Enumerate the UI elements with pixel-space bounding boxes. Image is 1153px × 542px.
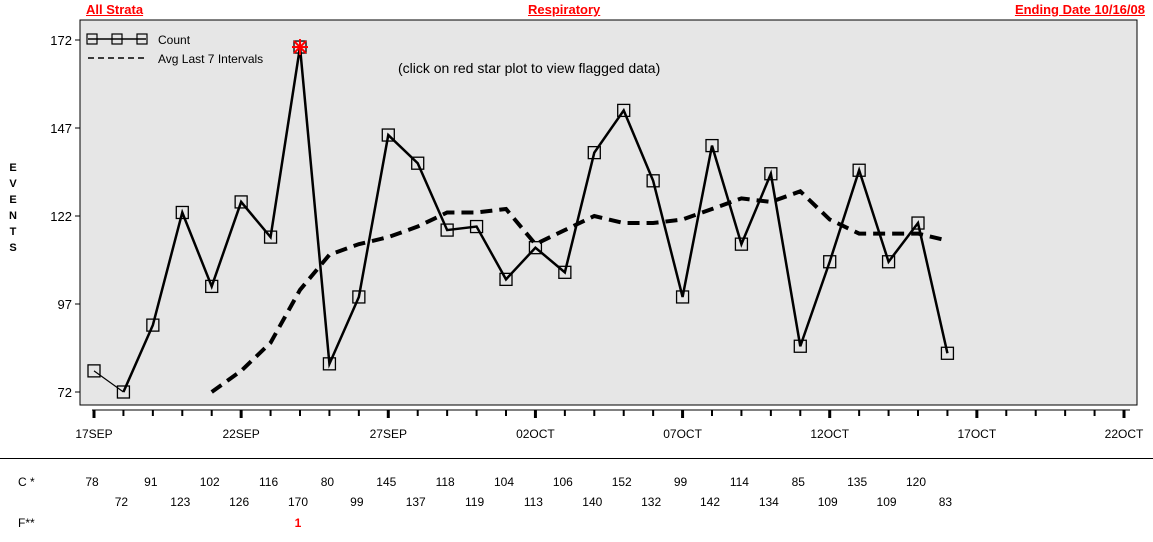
table-count-value: 99 <box>350 495 364 509</box>
legend-count-marker <box>86 33 98 45</box>
table-count-value: 78 <box>85 475 99 489</box>
data-point-count <box>499 272 513 287</box>
data-point-count <box>823 255 837 269</box>
data-point-count <box>469 219 484 234</box>
table-count-value: 142 <box>699 495 721 509</box>
data-point-count <box>175 205 189 220</box>
legend-count-label: Count <box>158 33 191 47</box>
chart-canvas: 72 97 122 147 172 17SEP 22SEP 27SEP 02OCT 07OCT 12… <box>50 19 1144 441</box>
y-axis-label-letter: V <box>9 178 17 190</box>
series-line-count-segment <box>93 370 124 393</box>
data-point-count <box>705 138 719 153</box>
data-point-count <box>234 195 248 209</box>
y-tick-label: 172 <box>50 33 72 48</box>
table-count-value: 134 <box>758 495 779 509</box>
y-axis-label-letter: E <box>9 194 17 206</box>
x-tick-label: 27SEP <box>370 427 407 441</box>
series-line-count <box>122 46 949 393</box>
data-point-count <box>646 174 660 188</box>
y-axis-label-letter: S <box>9 242 17 254</box>
chart-annotation: (click on red star plot to view flagged … <box>398 60 660 76</box>
y-tick-label: 72 <box>58 385 72 400</box>
y-tick-label: 147 <box>50 121 72 136</box>
table-count-value: 109 <box>817 495 838 509</box>
table-count-value: 109 <box>876 495 897 509</box>
row-c-label: C * <box>18 475 35 489</box>
data-point-count <box>793 339 807 353</box>
header-syndrome: Respiratory <box>528 2 601 17</box>
table-count-value: 102 <box>199 475 220 489</box>
data-point-count <box>263 230 278 244</box>
header-strata: All Strata <box>86 2 144 17</box>
data-point-count <box>528 241 543 255</box>
table-count-value: 170 <box>287 495 309 509</box>
table-count-value: 72 <box>114 495 129 509</box>
y-tick-label: 122 <box>50 209 72 224</box>
legend-count-marker <box>111 33 123 45</box>
x-tick-label: 17SEP <box>75 427 112 441</box>
data-point-count <box>352 290 366 304</box>
series-line-avg-last-7 <box>210 189 948 394</box>
table-count-value: 152 <box>611 475 632 489</box>
x-tick-label: 02OCT <box>516 427 555 441</box>
plot-area <box>79 19 1138 406</box>
table-count-value: 140 <box>582 495 603 509</box>
x-tick-label: 22SEP <box>222 427 259 441</box>
data-point-count <box>205 279 219 294</box>
data-point-count <box>116 385 131 399</box>
data-point-count <box>87 364 101 378</box>
header-ending-date: Ending Date 10/16/08 <box>1014 2 1145 17</box>
table-count-value: 116 <box>258 475 279 489</box>
y-tick-label: 97 <box>58 297 72 312</box>
flag-star-stroke <box>293 40 307 54</box>
data-point-count <box>852 163 866 177</box>
flag-star-marker[interactable] <box>292 39 308 56</box>
table-count-value: 120 <box>905 475 927 489</box>
table-divider <box>0 458 1153 459</box>
data-point-count <box>587 145 601 160</box>
data-point-count <box>881 255 896 269</box>
table-count-value: 132 <box>641 495 662 509</box>
table-count-value: 135 <box>847 475 868 489</box>
table-count-value: 137 <box>405 495 426 509</box>
table-count-value: 118 <box>435 475 455 489</box>
data-point-count <box>558 265 572 279</box>
table-count-value: 91 <box>144 475 158 489</box>
legend-count-marker <box>136 33 148 45</box>
data-point-count <box>911 216 925 230</box>
table-count-value: 114 <box>729 475 749 489</box>
table-count-value: 85 <box>791 475 805 489</box>
y-axis-label-letter: E <box>9 162 17 174</box>
data-point-count <box>617 103 631 118</box>
data-point-count <box>411 156 425 170</box>
data-point-count <box>675 290 690 304</box>
data-point-count <box>940 346 955 360</box>
table-count-value: 106 <box>552 475 573 489</box>
row-f-label: F** <box>18 516 35 530</box>
data-point-count <box>381 128 395 142</box>
table-count-value: 83 <box>938 495 953 509</box>
table-count-value: 99 <box>673 475 688 489</box>
x-tick-label: 22OCT <box>1105 427 1144 441</box>
table-flag-value[interactable]: 1 <box>294 516 302 530</box>
y-axis-label-letter: N <box>9 210 17 222</box>
data-point-count <box>440 223 454 237</box>
data-point-count <box>734 237 749 251</box>
table-count-value: 123 <box>170 495 191 509</box>
y-axis-label-letter: T <box>9 226 17 238</box>
legend-avg-label: Avg Last 7 Intervals <box>158 52 263 66</box>
data-point-count <box>764 167 778 181</box>
data-point-count <box>146 318 160 332</box>
data-point-count <box>322 357 337 371</box>
x-tick-label: 07OCT <box>663 427 702 441</box>
x-tick-label: 12OCT <box>810 427 849 441</box>
table-count-value: 126 <box>229 495 250 509</box>
x-tick-label: 17OCT <box>958 427 997 441</box>
table-count-value: 145 <box>376 475 397 489</box>
table-count-value: 113 <box>523 495 543 509</box>
table-count-value: 119 <box>464 495 485 509</box>
table-count-value: 80 <box>320 475 335 489</box>
table-count-value: 104 <box>493 475 515 489</box>
